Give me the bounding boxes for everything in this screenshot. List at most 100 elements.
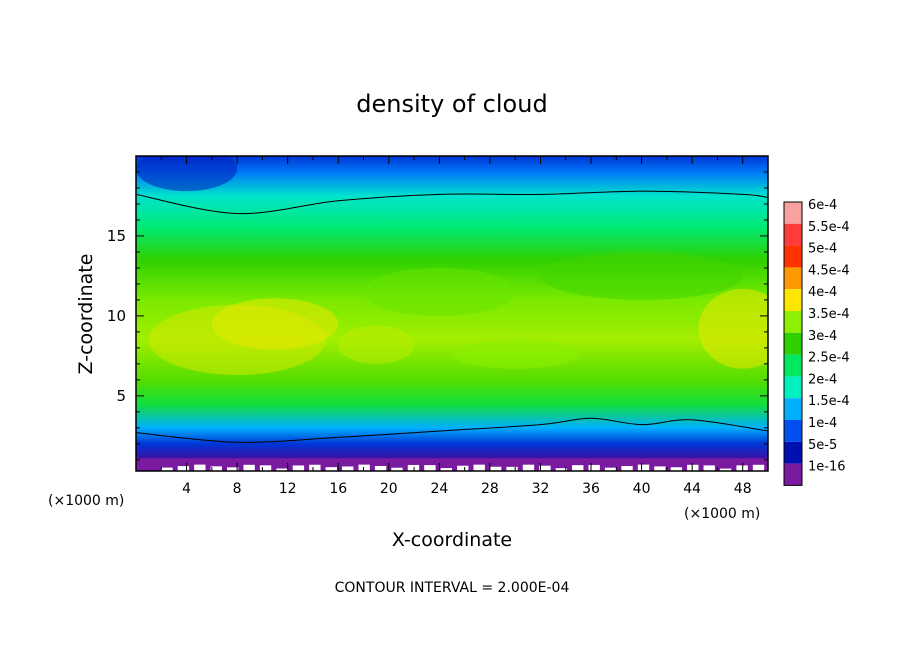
contour-line-upper <box>136 190 768 215</box>
ground-gap <box>177 466 190 471</box>
x-tick-label: 24 <box>430 481 448 497</box>
ground-gap <box>161 467 173 471</box>
colorbar-label: 1e-16 <box>808 460 846 475</box>
x-tick-label: 4 <box>182 481 191 497</box>
ground-gap <box>407 464 420 471</box>
x-tick-label: 28 <box>481 481 499 497</box>
field-blob <box>211 298 339 350</box>
ground-gap <box>309 464 321 471</box>
ground-gap <box>719 468 732 471</box>
ground-gap <box>292 465 305 471</box>
x-tick-label: 16 <box>329 481 347 497</box>
field-blob <box>452 339 579 369</box>
field-blob <box>136 156 238 192</box>
ground-gap <box>588 464 600 471</box>
colorbar-swatch <box>784 202 802 224</box>
x-tick-label: 32 <box>532 481 550 497</box>
field-blob <box>540 251 743 300</box>
plot-frame <box>135 155 769 472</box>
ground-gap <box>522 464 535 471</box>
ground-gap <box>424 465 436 471</box>
colorbar-label: 2e-4 <box>808 372 837 387</box>
colorbar-swatch <box>784 463 802 486</box>
ground-gap <box>276 468 288 471</box>
colorbar-swatch <box>784 245 802 268</box>
colorbar-label: 5.5e-4 <box>808 220 850 235</box>
ground-gap <box>358 464 370 471</box>
colorbar-swatch <box>784 354 802 377</box>
x-unit-right: (×1000 m) <box>684 506 760 522</box>
ground-gap <box>752 464 765 471</box>
ground-gap <box>703 465 715 471</box>
ground-gap <box>259 465 272 471</box>
field-blob <box>338 325 415 364</box>
colorbar-label: 4e-4 <box>808 285 837 300</box>
ground-gap <box>342 466 354 471</box>
x-tick-label: 40 <box>633 481 651 497</box>
ground-gap <box>621 466 633 471</box>
ground-gap <box>391 467 403 471</box>
colorbar-swatch <box>784 289 802 311</box>
colorbar-swatch <box>784 420 802 442</box>
ground-gap <box>670 467 683 471</box>
x-tick-label: 36 <box>582 481 600 497</box>
ground-gap <box>604 467 617 471</box>
colorbar-swatch <box>784 398 802 420</box>
colorbar-label: 5e-5 <box>808 438 837 453</box>
ground-gap <box>210 466 222 471</box>
ground-gap <box>489 466 502 471</box>
colorbar-swatch <box>784 441 802 464</box>
x-axis-ticks: 4 8 12 16 20 24 28 32 36 40 44 48 <box>160 156 752 497</box>
colorbar-label: 6e-4 <box>808 198 837 213</box>
x-tick-label: 44 <box>683 481 701 497</box>
colorbar-swatch <box>784 376 802 399</box>
ground-gap <box>194 464 206 471</box>
y-tick-label: 15 <box>107 227 126 245</box>
ground-gap <box>687 464 699 471</box>
colorbar-label: 2.5e-4 <box>808 351 850 366</box>
colorbar-label: 1.5e-4 <box>808 394 850 409</box>
colorbar-swatch <box>784 267 802 290</box>
ground-gap <box>572 465 584 471</box>
ground-gap <box>555 468 568 471</box>
ground-gap <box>637 464 650 471</box>
colorbar-label: 1e-4 <box>808 416 837 431</box>
ground-gap <box>243 464 255 471</box>
y-axis-ticks: 5 10 15 <box>107 171 768 461</box>
ground-gap <box>440 468 452 471</box>
colorbar-label: 3.5e-4 <box>808 307 850 322</box>
colorbar-swatch <box>784 332 802 355</box>
x-unit-left: (×1000 m) <box>48 493 124 509</box>
x-tick-label: 48 <box>734 481 752 497</box>
ground-gap <box>736 465 748 471</box>
colorbar: 6e-4 5.5e-4 5e-4 4.5e-4 4e-4 3.5e-4 3e-4 2.5e-4… <box>783 198 850 486</box>
field-blobs <box>136 156 768 471</box>
field-blob <box>698 288 768 369</box>
ground-gap <box>325 467 337 471</box>
ground-gap <box>473 464 485 471</box>
x-tick-label: 12 <box>279 481 297 497</box>
contour-interval-note: CONTOUR INTERVAL = 2.000E-04 <box>335 580 570 596</box>
x-axis-label: X-coordinate <box>392 529 512 551</box>
ground-gap <box>374 465 387 471</box>
colorbar-label: 3e-4 <box>808 329 837 344</box>
ground-gap <box>506 466 518 471</box>
contour-line-lower <box>136 417 768 443</box>
x-tick-label: 8 <box>233 481 242 497</box>
ground-gap <box>654 466 666 471</box>
y-tick-label: 10 <box>107 307 126 325</box>
colorbar-label: 4.5e-4 <box>808 263 850 278</box>
x-tick-label: 20 <box>380 481 398 497</box>
y-axis-label: Z-coordinate <box>75 254 97 375</box>
ground-gap <box>539 465 551 471</box>
ground-gap <box>457 465 469 471</box>
colorbar-swatch <box>784 223 802 246</box>
colorbar-frame <box>783 201 803 486</box>
colorbar-swatch <box>784 311 802 333</box>
chart-title: density of cloud <box>356 90 547 118</box>
ground-gap <box>227 467 239 471</box>
colorbar-label: 5e-4 <box>808 242 837 257</box>
